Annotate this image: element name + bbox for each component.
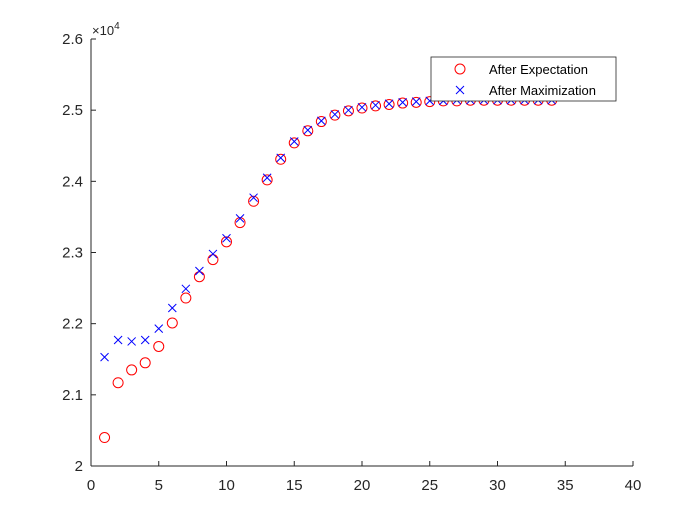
data-point-x — [398, 97, 408, 107]
data-point-x — [249, 193, 258, 203]
data-point-x — [154, 324, 164, 334]
data-point-circle — [288, 137, 300, 149]
y-tick-label: 2.4 — [62, 173, 83, 190]
data-point-circle — [234, 217, 246, 229]
x-tick-label: 40 — [625, 477, 642, 494]
data-point-x — [262, 173, 272, 183]
plot-area — [90, 39, 633, 467]
data-point-circle — [383, 98, 395, 110]
data-point-circle — [126, 364, 138, 376]
data-point-x — [222, 233, 231, 243]
data-point-circle — [370, 100, 382, 112]
data-point-circle — [397, 97, 409, 109]
data-point-circle — [275, 153, 287, 165]
data-point-circle — [424, 96, 436, 108]
data-point-circle — [410, 96, 422, 108]
data-point-circle — [342, 105, 354, 117]
axes-background — [91, 39, 633, 466]
x-tick-label: 10 — [218, 477, 235, 494]
x-ticks: 0 5 10 15 20 25 30 35 40 — [87, 461, 642, 494]
data-point-x — [289, 137, 299, 146]
data-point-x — [235, 213, 245, 223]
legend-entry-after-maximization: After Maximization — [455, 83, 596, 98]
data-point-x — [371, 100, 380, 110]
data-point-x — [316, 116, 326, 126]
data-point-x — [140, 335, 150, 345]
legend: After Expectation After Maximization — [430, 56, 617, 102]
data-point-circle — [261, 174, 273, 186]
data-point-circle — [221, 236, 232, 248]
legend-circle-marker — [454, 63, 466, 75]
data-point-circle — [315, 116, 327, 128]
data-point-x — [276, 153, 286, 163]
data-point-circle — [180, 292, 192, 304]
data-point-x — [127, 337, 137, 346]
data-point-circle — [99, 432, 111, 444]
data-point-x — [195, 266, 204, 276]
data-point-x — [384, 99, 394, 109]
data-point-circle — [302, 125, 314, 137]
data-point-x — [181, 284, 191, 294]
y-exponent: ×104 — [92, 21, 120, 38]
x-tick-label: 35 — [557, 477, 574, 494]
data-point-circle — [112, 377, 124, 389]
y-tick-label: 2.2 — [62, 316, 83, 333]
legend-label: After Maximization — [489, 83, 596, 98]
data-point-x — [113, 335, 123, 345]
x-tick-label: 0 — [87, 477, 95, 494]
data-point-x — [344, 105, 353, 115]
y-tick-label: 2.3 — [62, 245, 83, 262]
y-tick-label: 2.1 — [62, 387, 83, 404]
x-tick-label: 5 — [155, 477, 163, 494]
data-point-circle — [356, 102, 368, 114]
data-point-x — [330, 110, 340, 119]
x-tick-label: 20 — [354, 477, 371, 494]
y-ticks: 2 2.1 2.2 2.3 2.4 2.5 2.6 — [62, 31, 96, 475]
legend-x-marker — [455, 85, 465, 95]
data-point-circle — [329, 109, 341, 121]
data-point-circle — [248, 195, 260, 207]
data-point-x — [303, 125, 313, 135]
data-point-x — [411, 97, 421, 106]
data-point-x — [167, 303, 177, 313]
data-point-x — [100, 352, 109, 362]
y-tick-label: 2.6 — [62, 31, 83, 48]
data-point-x — [208, 249, 218, 259]
y-tick-label: 2 — [75, 458, 83, 475]
legend-entry-after-expectation: After Expectation — [454, 62, 588, 77]
legend-label: After Expectation — [489, 62, 588, 77]
y-tick-label: 2.5 — [62, 102, 83, 119]
x-tick-label: 25 — [421, 477, 438, 494]
y-exponent-label: ×104 — [92, 21, 120, 38]
data-point-circle — [166, 317, 178, 329]
x-tick-label: 30 — [489, 477, 506, 494]
data-point-x — [357, 102, 367, 112]
x-tick-label: 15 — [286, 477, 303, 494]
data-point-circle — [153, 340, 165, 352]
data-point-circle — [139, 357, 151, 369]
